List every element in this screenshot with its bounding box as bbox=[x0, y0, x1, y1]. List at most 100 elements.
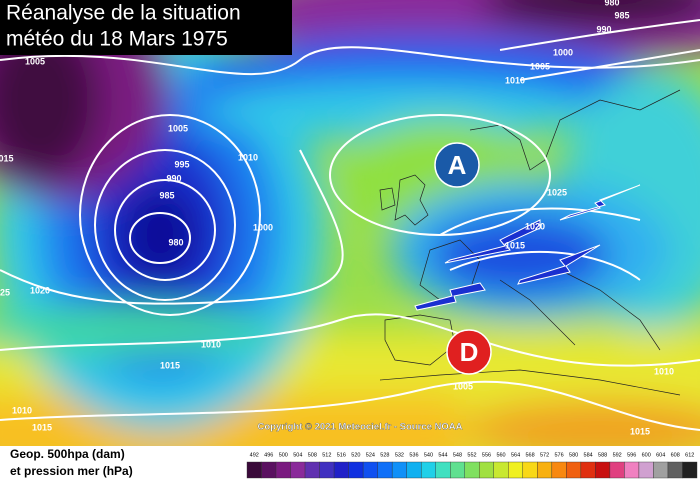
isobar-label: 015 bbox=[0, 153, 14, 163]
isobar-label: 1005 bbox=[453, 381, 473, 391]
scale-label: 528 bbox=[380, 452, 389, 458]
scale-label: 572 bbox=[540, 452, 549, 458]
scale-label: 512 bbox=[322, 452, 331, 458]
scale-cell bbox=[290, 461, 306, 479]
scale-cell bbox=[261, 461, 277, 479]
scale-cell bbox=[566, 461, 582, 479]
scale-cell bbox=[435, 461, 451, 479]
scale-cell bbox=[246, 461, 262, 479]
isobar-label: 1020 bbox=[30, 285, 50, 295]
isobar-label: 1020 bbox=[525, 221, 545, 231]
arrows bbox=[414, 184, 641, 311]
legend-title: et pression mer (hPa) bbox=[10, 464, 133, 478]
scale-cell bbox=[362, 461, 378, 479]
isobar-label: 1010 bbox=[12, 405, 32, 415]
scale-cell bbox=[551, 461, 567, 479]
scale-cell bbox=[682, 461, 698, 479]
isobar-label: 1010 bbox=[201, 339, 221, 349]
scale-cell bbox=[624, 461, 640, 479]
scale-label: 560 bbox=[496, 452, 505, 458]
legend-title: Geop. 500hpa (dam) bbox=[10, 447, 125, 461]
scale-label: 600 bbox=[642, 452, 651, 458]
scale-label: 500 bbox=[279, 452, 288, 458]
isobar-label: 1000 bbox=[553, 47, 573, 57]
scale-label: 520 bbox=[351, 452, 360, 458]
scale-cell bbox=[595, 461, 611, 479]
title-line: Réanalyse de la situation bbox=[6, 2, 241, 25]
scale-cell bbox=[464, 461, 480, 479]
scale-label: 504 bbox=[293, 452, 302, 458]
scale-label: 604 bbox=[656, 452, 665, 458]
isobar-label: 985 bbox=[159, 190, 174, 200]
scale-cell bbox=[493, 461, 509, 479]
isobar-label: 1010 bbox=[654, 366, 674, 376]
scale-cell bbox=[348, 461, 364, 479]
scale-label: 524 bbox=[366, 452, 375, 458]
isobar-label: 1015 bbox=[630, 426, 650, 436]
scale-cell bbox=[406, 461, 422, 479]
scale-label: 580 bbox=[569, 452, 578, 458]
scale-label: 612 bbox=[685, 452, 694, 458]
high-label: A bbox=[448, 150, 467, 180]
isobar-label: 1010 bbox=[238, 152, 258, 162]
scale-label: 544 bbox=[438, 452, 447, 458]
scale-cell bbox=[304, 461, 320, 479]
scale-label: 568 bbox=[525, 452, 534, 458]
scale-cell bbox=[653, 461, 669, 479]
scale-cell bbox=[522, 461, 538, 479]
isobar-label: 985 bbox=[614, 10, 629, 20]
low-label: D bbox=[460, 337, 479, 367]
isobar-label: 1000 bbox=[253, 222, 273, 232]
isobar-label: 995 bbox=[174, 159, 189, 169]
scale-label: 496 bbox=[264, 452, 273, 458]
scale-label: 540 bbox=[424, 452, 433, 458]
scale-cell bbox=[667, 461, 683, 479]
scale-cell bbox=[275, 461, 291, 479]
title-line: météo du 18 Mars 1975 bbox=[6, 28, 228, 51]
scale-cell bbox=[450, 461, 465, 479]
isobar-label: 1005 bbox=[168, 123, 188, 133]
isobar-label: 1005 bbox=[530, 61, 550, 71]
isobar-label: 990 bbox=[166, 173, 181, 183]
color-scale: 492 496 500 504 508 512 516 520 524 528 532 536 540 5… bbox=[246, 452, 698, 479]
scale-label: 584 bbox=[584, 452, 593, 458]
high-marker bbox=[434, 142, 480, 188]
scale-label: 508 bbox=[308, 452, 317, 458]
isobar-label: 1015 bbox=[160, 360, 180, 370]
scale-cell bbox=[319, 461, 335, 479]
scale-label: 536 bbox=[409, 452, 418, 458]
scale-label: 552 bbox=[467, 452, 476, 458]
scale-label: 588 bbox=[598, 452, 607, 458]
isobar-label: 1025 bbox=[547, 187, 567, 197]
scale-label: 532 bbox=[395, 452, 404, 458]
scale-label: 556 bbox=[482, 452, 491, 458]
isobars bbox=[0, 19, 700, 431]
isobar-label: 1010 bbox=[505, 75, 525, 85]
isobar-labels: 980 985 990 1000 1005 1010 1005 1005 101… bbox=[0, 0, 674, 436]
scale-cell bbox=[333, 461, 349, 479]
scale-cell bbox=[391, 461, 407, 479]
scale-label: 576 bbox=[555, 452, 564, 458]
scale-cell bbox=[638, 461, 654, 479]
scale-label: 516 bbox=[337, 452, 346, 458]
scale-cell bbox=[580, 461, 596, 479]
scale-label: 592 bbox=[613, 452, 622, 458]
isobar-label: 980 bbox=[168, 237, 183, 247]
scale-label: 548 bbox=[453, 452, 462, 458]
isobar-label: 990 bbox=[596, 24, 611, 34]
scale-label: 564 bbox=[511, 452, 520, 458]
isobar-label: 1015 bbox=[32, 422, 52, 432]
scale-cell bbox=[479, 461, 494, 479]
scale-cell bbox=[508, 461, 524, 479]
low-marker bbox=[446, 329, 492, 375]
scale-label: 596 bbox=[627, 452, 636, 458]
isobar-label: 25 bbox=[0, 287, 10, 297]
copyright: Copyright © 2021 Meteociel.fr - Source N… bbox=[258, 422, 463, 433]
scale-label: 492 bbox=[250, 452, 259, 458]
isobar-label: 1015 bbox=[505, 240, 525, 250]
title-box bbox=[0, 0, 292, 55]
scale-cell bbox=[537, 461, 553, 479]
isobar-label: 1005 bbox=[25, 56, 45, 66]
